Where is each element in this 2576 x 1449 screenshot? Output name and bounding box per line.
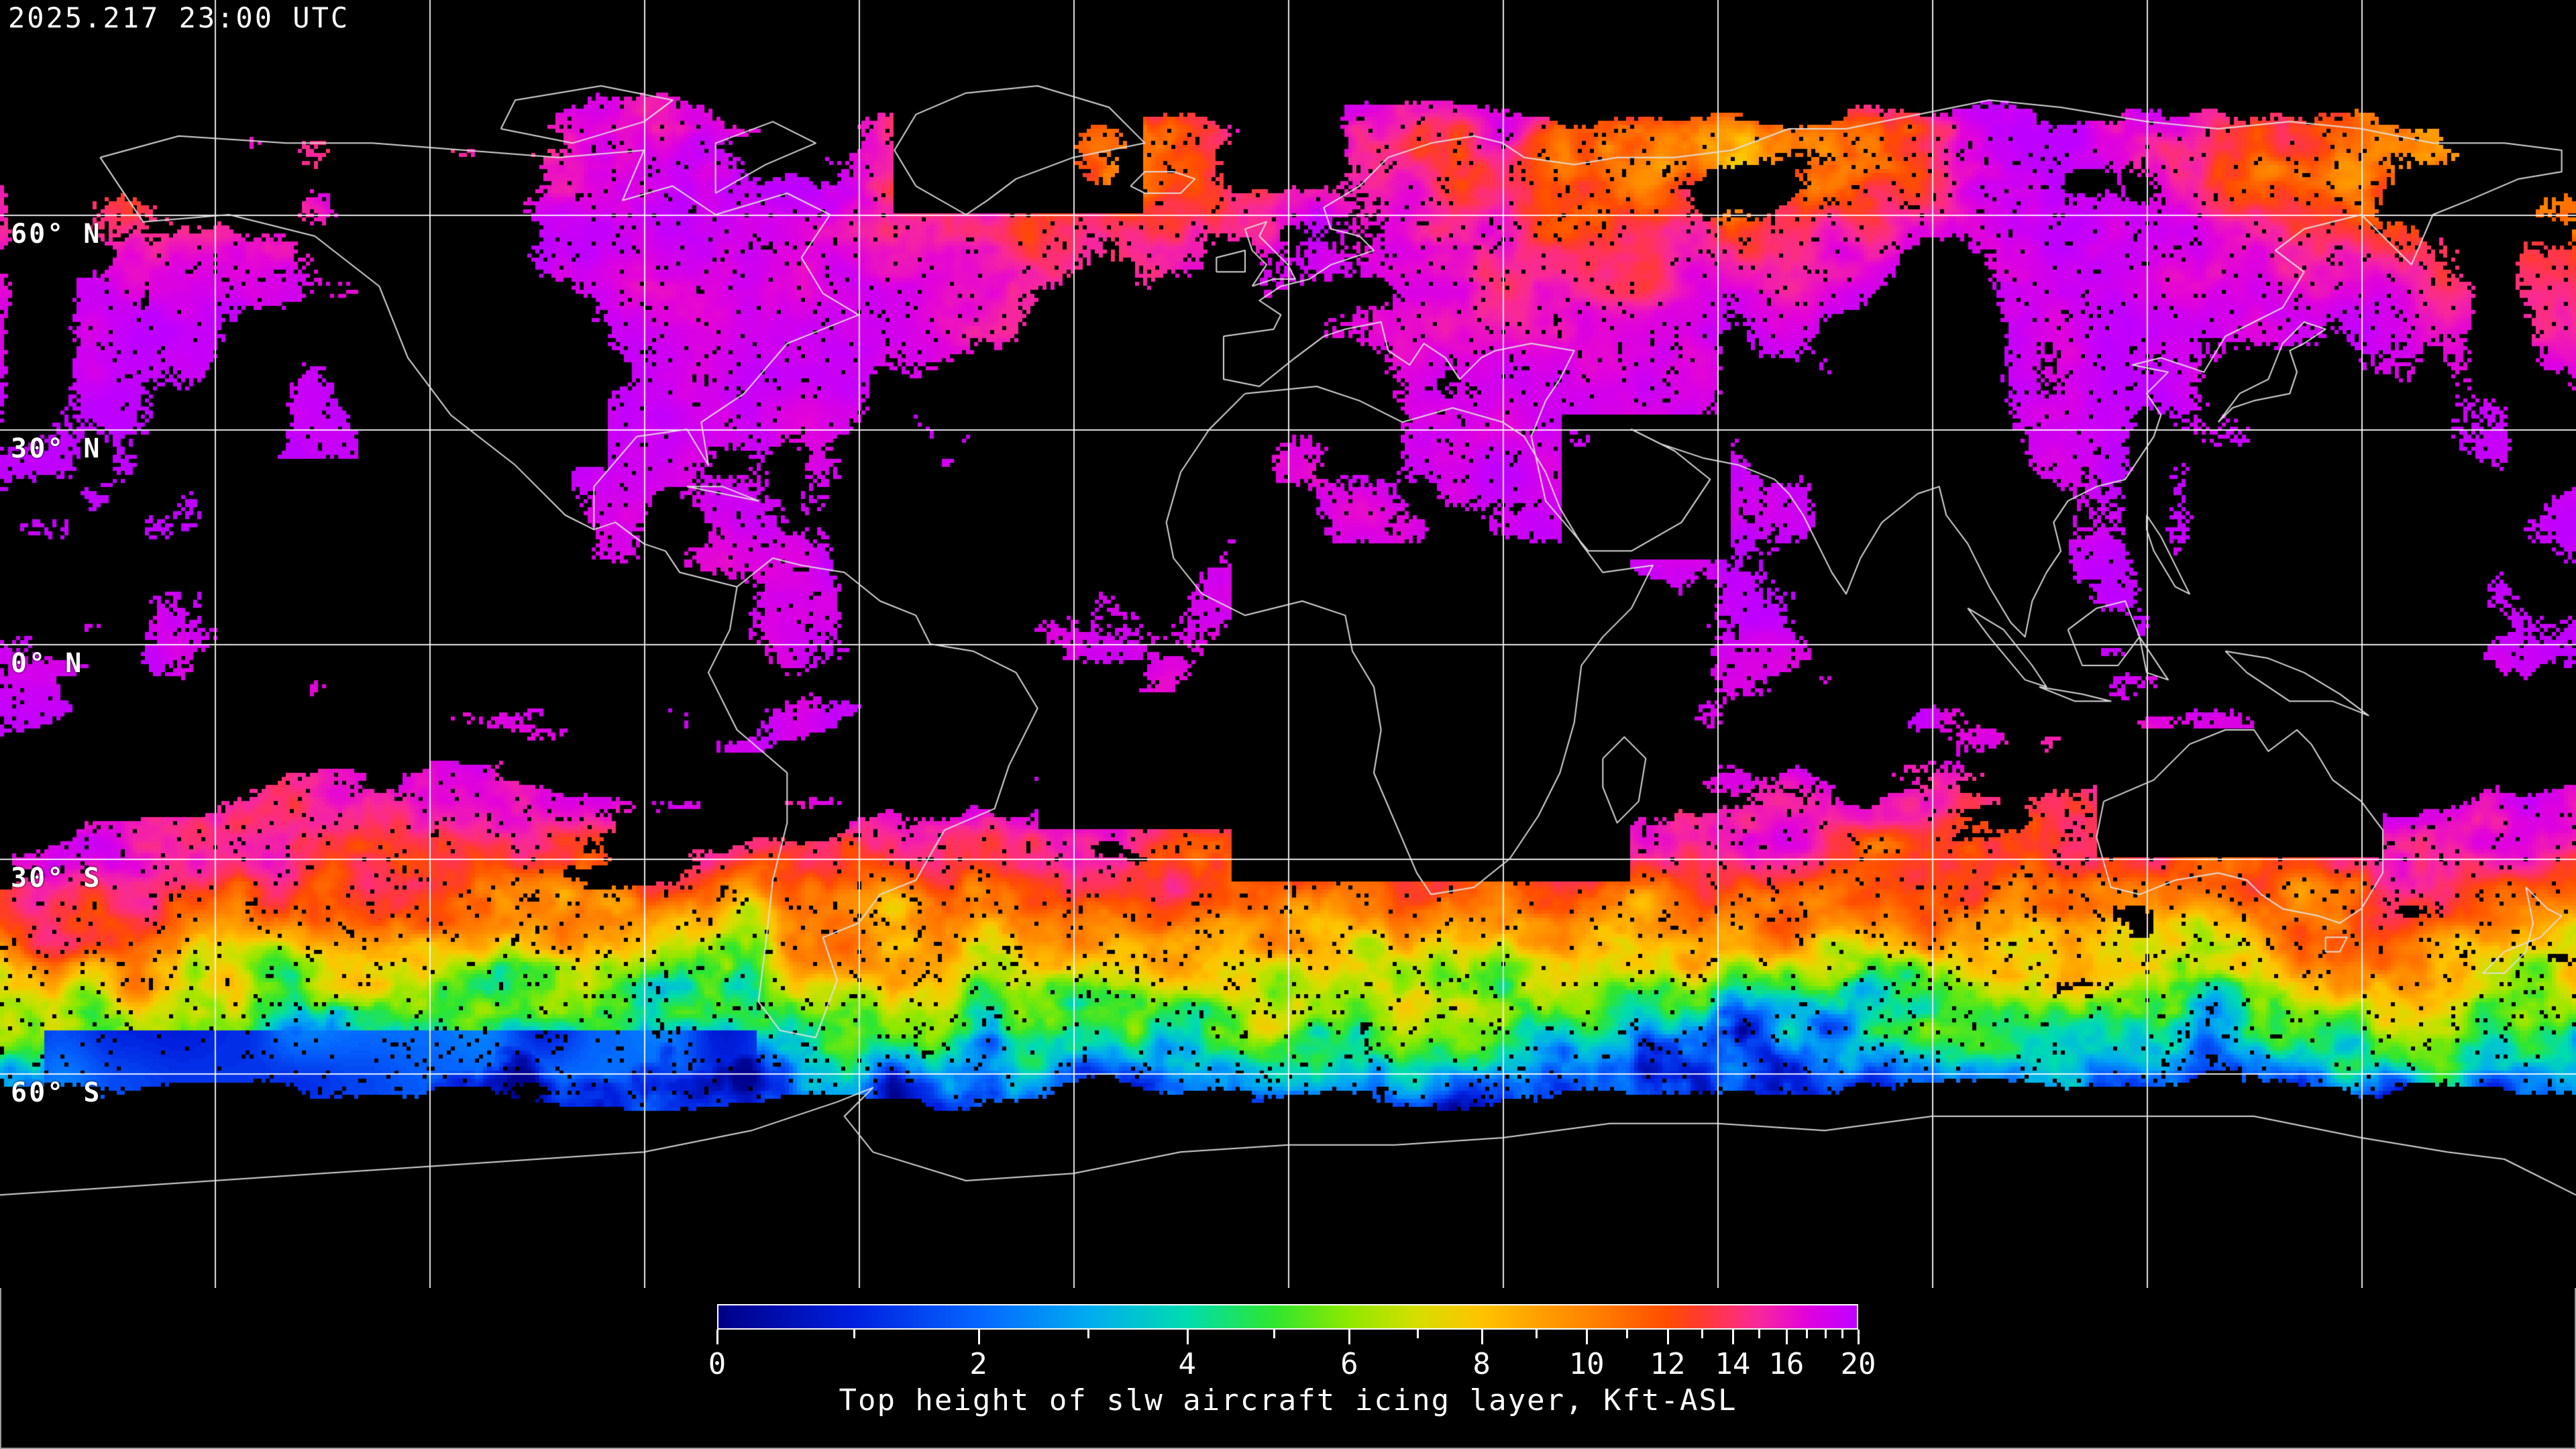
colorbar-minor-tick <box>1626 1330 1628 1338</box>
latitude-label: 0° N <box>11 648 84 679</box>
colorbar-major-tick <box>1858 1330 1860 1344</box>
world-map-canvas <box>0 0 2576 1288</box>
colorbar <box>717 1304 1858 1330</box>
colorbar-tick-label: 12 <box>1650 1347 1686 1381</box>
colorbar-title: Top height of slw aircraft icing layer, … <box>839 1383 1737 1417</box>
colorbar-tick-label: 16 <box>1768 1347 1805 1381</box>
colorbar-major-tick <box>1732 1330 1734 1344</box>
colorbar-tick-label: 8 <box>1472 1347 1491 1381</box>
colorbar-minor-tick <box>1087 1330 1089 1338</box>
colorbar-major-tick <box>978 1330 980 1344</box>
colorbar-minor-tick <box>1273 1330 1275 1338</box>
colorbar-tick-label: 10 <box>1568 1347 1605 1381</box>
colorbar-tick-label: 6 <box>1340 1347 1358 1381</box>
colorbar-minor-tick <box>1701 1330 1703 1338</box>
colorbar-major-tick <box>1667 1330 1669 1344</box>
colorbar-minor-tick <box>1758 1330 1760 1338</box>
colorbar-major-tick <box>1348 1330 1350 1344</box>
colorbar-minor-tick <box>853 1330 855 1338</box>
colorbar-tick-label: 20 <box>1840 1347 1876 1381</box>
latitude-label: 60° N <box>11 219 102 250</box>
latitude-label: 30° N <box>11 433 102 464</box>
colorbar-minor-tick <box>1841 1330 1843 1338</box>
latitude-label: 60° S <box>11 1077 102 1108</box>
colorbar-major-tick <box>1786 1330 1788 1344</box>
colorbar-tick-label: 0 <box>708 1347 727 1381</box>
colorbar-tick-label: 14 <box>1715 1347 1751 1381</box>
colorbar-minor-tick <box>1536 1330 1538 1338</box>
colorbar-major-tick <box>1187 1330 1189 1344</box>
colorbar-major-tick <box>716 1330 718 1344</box>
colorbar-minor-tick <box>1417 1330 1419 1338</box>
latitude-label: 30° S <box>11 863 102 894</box>
colorbar-major-tick <box>1586 1330 1588 1344</box>
timestamp-label: 2025.217 23:00 UTC <box>8 1 350 34</box>
colorbar-tick-label: 2 <box>969 1347 987 1381</box>
colorbar-major-tick <box>1481 1330 1483 1344</box>
colorbar-minor-tick <box>1825 1330 1827 1338</box>
colorbar-minor-tick <box>1806 1330 1808 1338</box>
colorbar-tick-label: 4 <box>1178 1347 1197 1381</box>
